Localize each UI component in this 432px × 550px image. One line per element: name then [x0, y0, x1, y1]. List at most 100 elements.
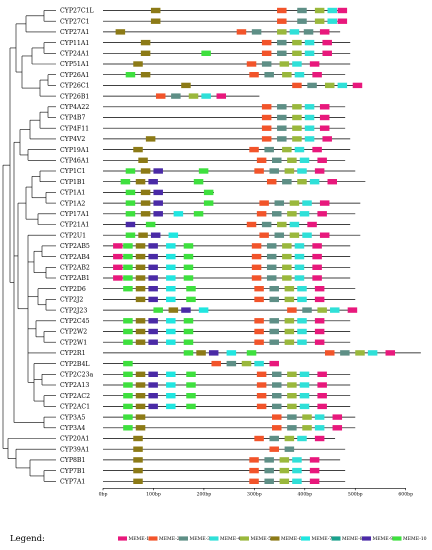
gene-track — [103, 93, 260, 99]
motif-box-meme-3 — [272, 382, 282, 388]
motif-box-meme-2 — [256, 382, 267, 388]
motif-box-meme-4 — [297, 435, 307, 442]
motif-box-meme-9 — [148, 318, 158, 324]
motif-box-meme-6 — [135, 393, 146, 399]
motif-box-meme-2 — [249, 457, 259, 463]
legend-swatch-meme-8 — [331, 536, 341, 541]
gene-track — [103, 18, 348, 24]
motif-box-meme-6 — [135, 264, 146, 270]
legend-swatch-meme-9 — [362, 536, 371, 541]
motif-box-meme-2 — [246, 61, 257, 67]
motif-box-meme-7 — [166, 243, 176, 249]
motif-box-meme-2 — [256, 371, 267, 377]
motif-box-meme-1 — [319, 104, 330, 110]
motif-box-meme-1 — [312, 253, 322, 260]
gene-track — [103, 232, 361, 238]
motif-box-meme-6 — [140, 50, 151, 56]
motif-box-meme-2 — [254, 318, 264, 324]
gene-track — [103, 350, 421, 356]
motif-box-meme-9 — [208, 350, 219, 356]
gene-label: CYP2J2 — [60, 297, 83, 304]
gene-track — [103, 189, 214, 196]
motif-box-meme-4 — [330, 307, 340, 313]
motif-box-meme-5 — [292, 125, 302, 131]
motif-box-meme-2 — [249, 146, 259, 153]
motif-box-meme-1 — [314, 286, 325, 292]
motif-box-meme-4 — [297, 286, 307, 292]
axis-tick-label: 600bp — [398, 491, 413, 497]
gene-label: CYP24A1 — [60, 51, 89, 58]
gene-track — [103, 286, 356, 292]
gene-label: CYP8B1 — [60, 457, 85, 464]
legend-label: MEME-9 — [373, 536, 394, 542]
gene-label: CYP1A2 — [60, 200, 85, 207]
motif-box-meme-5 — [279, 61, 290, 67]
axis-tick-label: 200bp — [197, 491, 212, 497]
motif-box-meme-7 — [173, 211, 184, 217]
motif-box-meme-2 — [259, 232, 269, 238]
motif-box-meme-6 — [133, 467, 143, 474]
motif-box-meme-1 — [314, 339, 325, 345]
motif-box-meme-6 — [135, 414, 146, 420]
gene-track — [103, 382, 351, 388]
motif-box-meme-10 — [125, 200, 136, 206]
motif-box-meme-1 — [319, 200, 330, 206]
legend-label: MEME-6 — [281, 536, 302, 542]
motif-box-meme-9 — [148, 328, 158, 335]
motif-box-meme-6 — [135, 253, 146, 260]
gene-label: CYP7B1 — [60, 468, 85, 475]
motif-box-meme-6 — [133, 435, 143, 442]
motif-box-meme-3 — [269, 328, 279, 335]
motif-box-meme-3 — [340, 350, 350, 356]
motif-box-meme-3 — [307, 82, 317, 89]
motif-box-meme-3 — [264, 467, 274, 474]
legend-label: MEME-4 — [220, 536, 241, 542]
motif-box-meme-2 — [254, 296, 264, 303]
motif-box-meme-2 — [266, 179, 277, 185]
gene-label: CYP39A1 — [60, 446, 89, 453]
phylogenetic-tree — [2, 10, 56, 482]
motif-box-meme-7 — [166, 264, 176, 270]
motif-box-meme-10 — [123, 318, 133, 324]
motif-box-meme-3 — [264, 478, 274, 484]
motif-box-meme-3 — [251, 29, 262, 35]
motif-box-meme-4 — [327, 7, 338, 14]
motif-box-meme-4 — [294, 253, 305, 260]
motif-box-meme-10 — [125, 168, 136, 174]
gene-track — [103, 403, 351, 410]
motif-box-meme-1 — [314, 435, 325, 442]
gene-label: CYP27C1L — [60, 8, 94, 15]
motif-box-meme-10 — [186, 403, 196, 410]
motif-box-meme-1 — [332, 425, 343, 431]
motif-box-meme-1 — [317, 371, 327, 377]
gene-track — [103, 296, 356, 303]
motif-box-meme-5 — [287, 371, 297, 377]
motif-box-meme-6 — [135, 403, 146, 410]
legend-label: MEME-2 — [159, 536, 180, 542]
motif-box-meme-10 — [125, 72, 136, 78]
motif-box-meme-1 — [317, 403, 327, 410]
motif-box-meme-3 — [287, 414, 297, 420]
motif-box-meme-6 — [135, 382, 146, 388]
motif-box-meme-3 — [277, 50, 287, 56]
motif-box-meme-5 — [284, 435, 295, 442]
motif-box-meme-9 — [148, 382, 158, 388]
motif-box-meme-3 — [282, 179, 292, 185]
gene-label: CYP2W2 — [60, 329, 87, 336]
motif-box-meme-1 — [337, 18, 348, 24]
motif-box-meme-2 — [155, 93, 166, 99]
motif-box-meme-4 — [304, 125, 315, 131]
motif-box-meme-4 — [299, 371, 310, 377]
motif-box-meme-6 — [133, 61, 143, 67]
gene-label: CYP1C1 — [60, 168, 86, 175]
gene-label: CYP21A1 — [60, 222, 89, 229]
motif-box-meme-5 — [292, 136, 302, 142]
motif-box-meme-6 — [135, 286, 146, 292]
motif-box-meme-6 — [140, 211, 151, 217]
gene-label: CYP1B1 — [60, 179, 85, 186]
motif-box-meme-4 — [297, 168, 307, 174]
motif-box-meme-6 — [150, 7, 161, 14]
motif-box-meme-1 — [337, 7, 348, 14]
gene-track — [103, 136, 351, 142]
motif-box-meme-3 — [277, 136, 287, 142]
